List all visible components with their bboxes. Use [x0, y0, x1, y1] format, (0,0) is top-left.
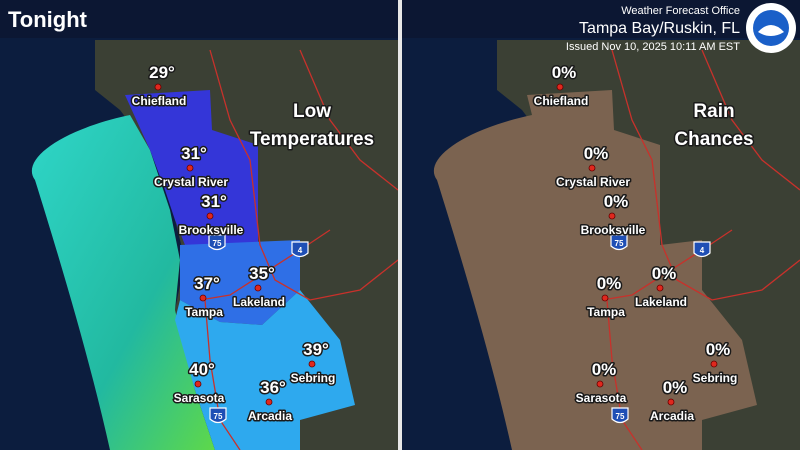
city-name: Brooksville	[179, 223, 244, 237]
city-dot	[596, 380, 604, 388]
city-dot	[254, 284, 262, 292]
city-dot	[186, 164, 194, 172]
shield-number: 75	[214, 412, 223, 421]
interstate-shield	[209, 407, 227, 424]
road	[204, 299, 241, 450]
panel-title: Rain	[693, 101, 734, 122]
city-dot	[601, 294, 609, 302]
city-dot	[194, 380, 202, 388]
city-name: Tampa	[587, 305, 625, 319]
panel-title: Chances	[674, 129, 753, 150]
interstate-shield	[610, 234, 628, 251]
city-name: Crystal River	[154, 175, 228, 189]
interstate-shield	[208, 234, 226, 251]
rain-zone	[433, 90, 757, 450]
city-dot	[710, 360, 718, 368]
forecast-value: 37°	[194, 274, 220, 293]
city-name: Arcadia	[248, 409, 292, 423]
forecast-value: 39°	[303, 340, 329, 359]
forecast-value: 40°	[189, 360, 215, 379]
issued: Issued Nov 10, 2025 10:11 AM EST	[566, 41, 740, 53]
city-name: Crystal River	[556, 175, 630, 189]
road	[209, 49, 399, 301]
rain-panel: Rain Chances 75 4 75 0% Chiefland 0% Crystal Riv…	[402, 38, 800, 450]
forecast-value: 31°	[201, 192, 227, 211]
city-name: Sarasota	[174, 391, 225, 405]
office: Weather Forecast Office	[621, 5, 740, 17]
city-name: Sebring	[291, 371, 336, 385]
forecast-value: 31°	[181, 144, 207, 163]
city-name: Sebring	[693, 371, 738, 385]
road	[299, 49, 399, 191]
road	[611, 49, 800, 301]
shield-number: 4	[298, 246, 303, 255]
city-dot	[199, 294, 207, 302]
city-dot	[608, 212, 616, 220]
city-dot	[154, 83, 162, 91]
nws-logo	[746, 3, 796, 53]
interstate-shield	[291, 241, 309, 258]
forecast-value: 0%	[604, 192, 629, 211]
city-dot	[556, 83, 564, 91]
forecast-value: 0%	[597, 274, 622, 293]
shield-number: 75	[213, 239, 222, 248]
logo-mark	[758, 25, 784, 36]
road	[199, 229, 331, 301]
roads	[601, 49, 800, 450]
interstate-shield	[611, 407, 629, 424]
temperature-panel: Low Temperatures 75 4 75 29° Chiefland 31° Cryst…	[0, 38, 399, 450]
coastal-water-shading	[31, 115, 215, 450]
forecast-value: 36°	[260, 378, 286, 397]
city-name: Lakeland	[635, 295, 687, 309]
shield-number: 75	[616, 412, 625, 421]
road	[601, 229, 733, 301]
city-dot	[667, 398, 675, 406]
city-dot	[265, 398, 273, 406]
forecast-value: 29°	[149, 63, 175, 82]
shield-number: 4	[700, 246, 705, 255]
roads	[199, 49, 399, 450]
city-name: Tampa	[185, 305, 223, 319]
city-dot	[588, 164, 596, 172]
header-title: Tonight	[8, 7, 88, 32]
forecast-value: 35°	[249, 264, 275, 283]
forecast-value: 0%	[706, 340, 731, 359]
city-dot	[656, 284, 664, 292]
location: Tampa Bay/Ruskin, FL	[579, 20, 740, 37]
shield-number: 75	[615, 239, 624, 248]
forecast-value: 0%	[663, 378, 688, 397]
interstate-shield	[693, 241, 711, 258]
city-name: Brooksville	[581, 223, 646, 237]
city-name: Chiefland	[132, 94, 187, 108]
city-dot	[308, 360, 316, 368]
forecast-value: 0%	[584, 144, 609, 163]
panel-title: Temperatures	[250, 129, 374, 150]
divider	[398, 0, 402, 450]
forecast-value: 0%	[552, 63, 577, 82]
city-name: Chiefland	[534, 94, 589, 108]
forecast-value: 0%	[652, 264, 677, 283]
temp-zone-mid	[180, 240, 300, 325]
road	[606, 299, 643, 450]
city-name: Arcadia	[650, 409, 694, 423]
road	[701, 49, 800, 191]
city-dot	[206, 212, 214, 220]
forecast-value: 0%	[592, 360, 617, 379]
city-name: Sarasota	[576, 391, 627, 405]
city-name: Lakeland	[233, 295, 285, 309]
panel-title: Low	[293, 101, 331, 122]
